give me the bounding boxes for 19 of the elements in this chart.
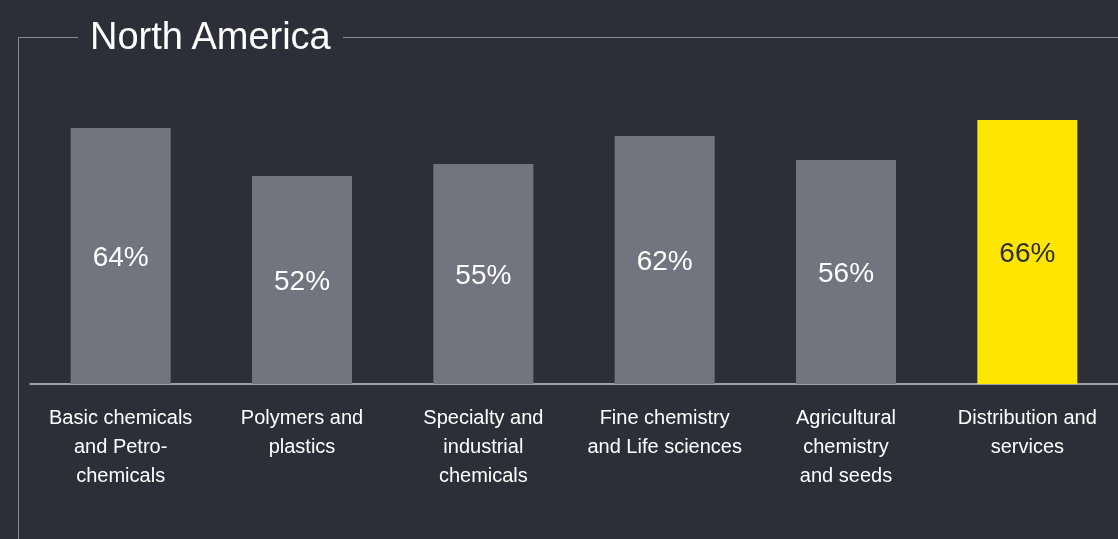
data-label: 55%	[455, 258, 512, 290]
bar	[433, 164, 534, 384]
bar	[70, 128, 171, 384]
data-label: 56%	[817, 256, 875, 288]
x-tick-label: Polymers and plastics	[240, 405, 364, 457]
bar	[252, 176, 352, 384]
data-label: 62%	[636, 244, 693, 276]
x-tick-label: Fine chemistry and Life sciences	[587, 405, 742, 457]
data-label: 64%	[92, 240, 149, 272]
data-label: 52%	[273, 264, 331, 296]
x-tick-label: Distribution and services	[957, 405, 1097, 457]
x-tick-label: Agricultural chemistry and seeds	[795, 405, 897, 486]
data-label: 66%	[999, 236, 1056, 268]
bar	[614, 136, 715, 384]
bar	[796, 160, 896, 384]
x-tick-label: Specialty and industrial chemicals	[423, 405, 544, 486]
bar	[977, 120, 1078, 384]
x-tick-label: Basic chemicals and Petro- chemicals	[48, 405, 193, 486]
chart-title: North America	[78, 13, 343, 59]
